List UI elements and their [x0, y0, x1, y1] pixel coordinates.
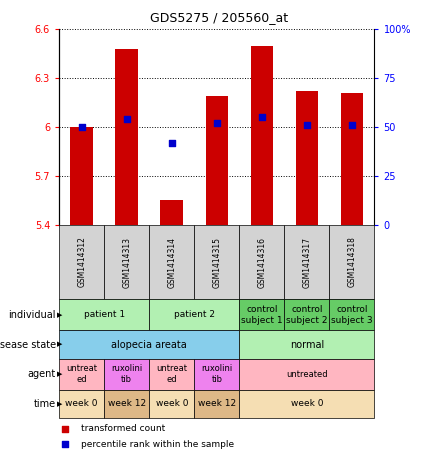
Text: alopecia areata: alopecia areata [111, 339, 187, 350]
Text: GSM1414314: GSM1414314 [167, 236, 176, 288]
Bar [149, 359, 194, 390]
Text: individual: individual [8, 310, 56, 320]
Bar [251, 46, 273, 225]
Point [349, 121, 356, 129]
Bar [104, 225, 149, 299]
Text: ▶: ▶ [57, 312, 62, 318]
Text: time: time [33, 399, 56, 409]
Text: normal: normal [290, 339, 324, 350]
Text: GSM1414317: GSM1414317 [302, 236, 311, 288]
Point [213, 120, 220, 127]
Bar [239, 390, 374, 418]
Bar [329, 225, 374, 299]
Bar [341, 93, 363, 225]
Bar [149, 390, 194, 418]
Bar [284, 299, 329, 330]
Bar [71, 127, 93, 225]
Text: GDS5275 / 205560_at: GDS5275 / 205560_at [150, 11, 288, 24]
Bar [329, 299, 374, 330]
Text: ▶: ▶ [57, 401, 62, 407]
Text: week 12: week 12 [198, 400, 236, 408]
Text: agent: agent [28, 369, 56, 379]
Point [258, 114, 265, 121]
Text: untreated: untreated [286, 370, 328, 379]
Bar [59, 225, 104, 299]
Text: week 0: week 0 [155, 400, 188, 408]
Text: control
subject 3: control subject 3 [331, 305, 373, 324]
Text: GSM1414316: GSM1414316 [258, 236, 266, 288]
Text: transformed count: transformed count [81, 424, 166, 434]
Point [78, 123, 85, 130]
Text: GSM1414315: GSM1414315 [212, 236, 221, 288]
Text: ▶: ▶ [57, 371, 62, 377]
Text: ruxolini
tib: ruxolini tib [201, 365, 233, 384]
Bar [194, 359, 239, 390]
Bar [116, 49, 138, 225]
Text: ▶: ▶ [57, 342, 62, 347]
Text: disease state: disease state [0, 339, 56, 350]
Bar [59, 330, 239, 359]
Point [62, 425, 69, 433]
Bar [239, 359, 374, 390]
Bar [205, 96, 228, 225]
Text: patient 1: patient 1 [84, 310, 125, 319]
Bar [284, 225, 329, 299]
Text: week 0: week 0 [65, 400, 98, 408]
Bar [149, 225, 194, 299]
Text: GSM1414312: GSM1414312 [77, 236, 86, 288]
Bar [239, 225, 284, 299]
Bar [160, 200, 183, 225]
Text: untreat
ed: untreat ed [156, 365, 187, 384]
Text: patient 2: patient 2 [174, 310, 215, 319]
Bar [59, 390, 104, 418]
Bar [239, 330, 374, 359]
Text: week 12: week 12 [108, 400, 146, 408]
Point [168, 139, 175, 146]
Text: untreat
ed: untreat ed [66, 365, 97, 384]
Bar [194, 390, 239, 418]
Bar [104, 390, 149, 418]
Point [62, 440, 69, 448]
Text: GSM1414313: GSM1414313 [122, 236, 131, 288]
Text: control
subject 1: control subject 1 [241, 305, 283, 324]
Point [304, 121, 311, 129]
Bar [59, 299, 149, 330]
Bar [104, 359, 149, 390]
Bar [194, 225, 239, 299]
Text: control
subject 2: control subject 2 [286, 305, 328, 324]
Bar [296, 91, 318, 225]
Bar [59, 359, 104, 390]
Bar [239, 299, 284, 330]
Text: ruxolini
tib: ruxolini tib [111, 365, 142, 384]
Text: week 0: week 0 [291, 400, 323, 408]
Bar [149, 299, 239, 330]
Text: GSM1414318: GSM1414318 [347, 236, 357, 288]
Text: percentile rank within the sample: percentile rank within the sample [81, 439, 234, 448]
Point [123, 116, 130, 123]
